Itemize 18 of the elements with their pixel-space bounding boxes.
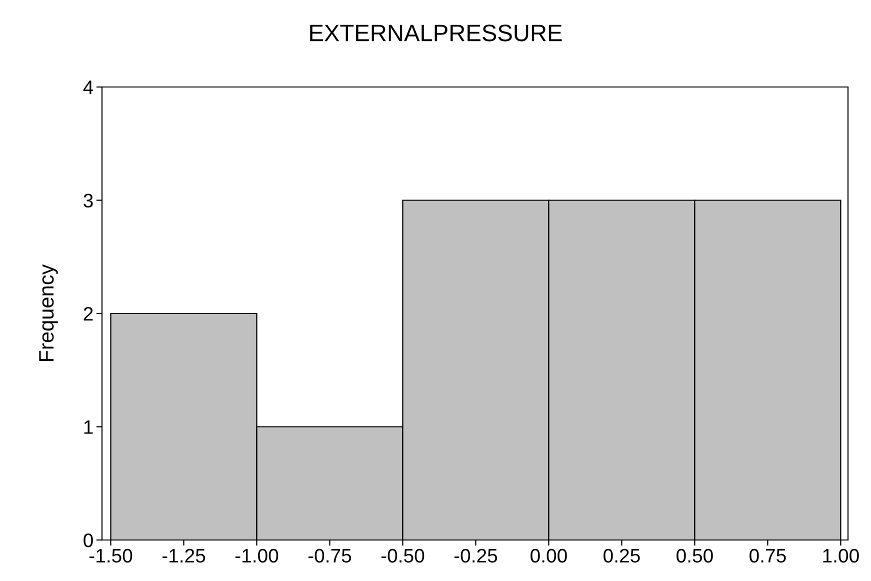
- x-tick-label: -0.50: [381, 548, 424, 563]
- y-tick-label: 4: [83, 80, 94, 94]
- x-tick-label: -0.25: [454, 548, 498, 563]
- y-tick-label: 3: [84, 194, 93, 208]
- x-tick-label: -1.50: [89, 548, 132, 563]
- x-tick-label: -0.75: [308, 548, 352, 563]
- x-tick-label: -1.00: [235, 548, 278, 563]
- y-axis-title: Frequency: [39, 264, 58, 361]
- x-tick-label: 0.75: [750, 548, 786, 563]
- y-tick-label: 0: [84, 533, 93, 548]
- y-tick-label: 1: [84, 420, 93, 434]
- x-tick-label: 0.50: [676, 548, 713, 563]
- x-tick-label: -1.25: [162, 548, 206, 563]
- y-tick-label: 2: [84, 306, 93, 321]
- chart-title: EXTERNALPRESSURE: [310, 24, 562, 42]
- x-tick-label: 1.00: [823, 548, 859, 563]
- x-tick-label: 0.25: [604, 548, 640, 563]
- x-tick-label: 0.00: [530, 548, 567, 563]
